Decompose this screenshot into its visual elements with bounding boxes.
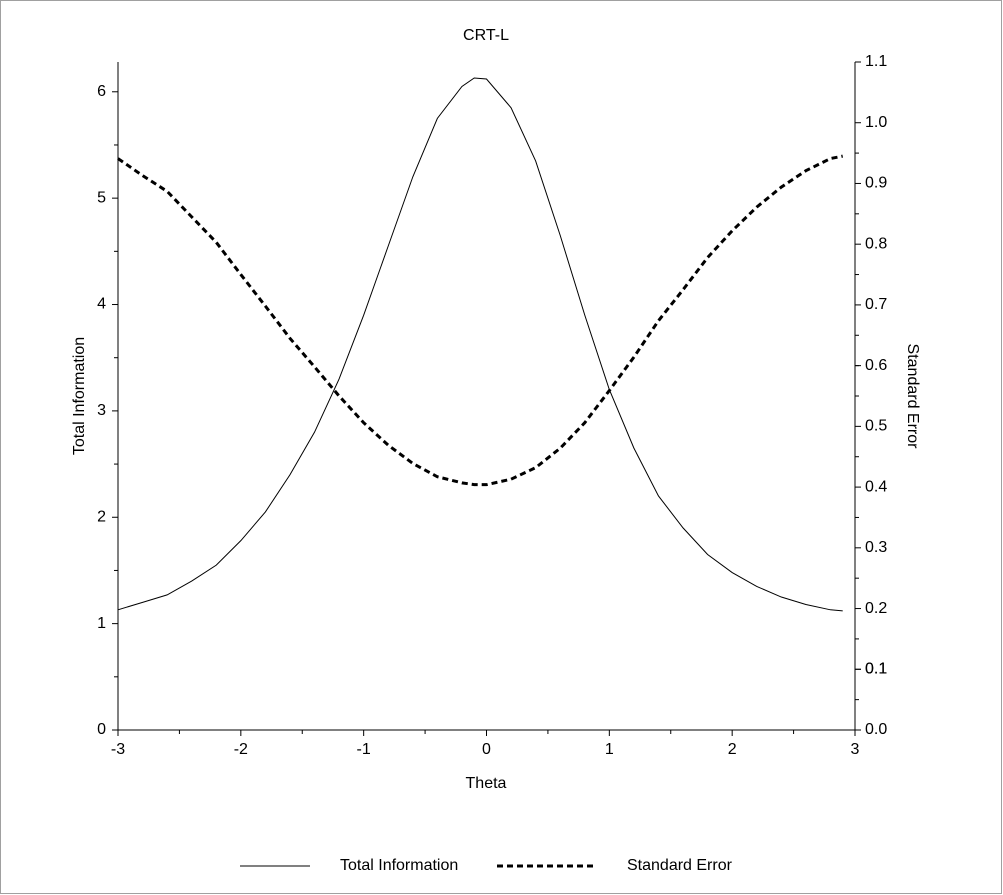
- series-line: [117, 154, 844, 487]
- legend-label: Standard Error: [627, 857, 733, 874]
- y-tick-label: 0: [97, 721, 106, 738]
- y2-tick-label: 0.2: [865, 600, 887, 617]
- y-tick-label: 1: [97, 615, 106, 632]
- y-tick-label: 2: [97, 508, 106, 525]
- y2-tick-label: 0.6: [865, 357, 887, 374]
- y2-tick-label: 0.0: [865, 721, 887, 738]
- y2-tick-label: 0.7: [865, 296, 887, 313]
- x-tick-label: 1: [605, 741, 614, 758]
- x-tick-label: 2: [728, 741, 737, 758]
- y-tick-label: 5: [97, 189, 106, 206]
- y-tick-label: 6: [97, 83, 106, 100]
- x-tick-label: 0: [482, 741, 491, 758]
- x-tick-label: 3: [851, 741, 860, 758]
- y2-tick-label: 1.0: [865, 114, 887, 131]
- y-tick-label: 3: [97, 402, 106, 419]
- y2-tick-label: 1.1: [865, 53, 887, 70]
- x-tick-label: -2: [234, 741, 248, 758]
- y2-tick-label: 0.4: [865, 478, 887, 495]
- y2-axis-label: Standard Error: [904, 344, 921, 450]
- y2-tick-label: 0.8: [865, 235, 887, 252]
- y-axis-label: Total Information: [71, 337, 88, 455]
- y-tick-label: 4: [97, 296, 106, 313]
- y2-tick-label: 0.1: [865, 660, 887, 677]
- legend-label: Total Information: [340, 857, 458, 874]
- y2-tick-label: 0.9: [865, 175, 887, 192]
- x-tick-label: -3: [111, 741, 125, 758]
- y2-tick-label: 0.3: [865, 539, 887, 556]
- series-line: [117, 77, 843, 612]
- y2-tick-label: 0.1: [865, 660, 887, 677]
- y2-tick-label: 0.5: [865, 418, 887, 435]
- x-axis-label: Theta: [466, 775, 507, 792]
- chart-title: CRT-L: [463, 27, 509, 44]
- x-tick-label: -1: [357, 741, 371, 758]
